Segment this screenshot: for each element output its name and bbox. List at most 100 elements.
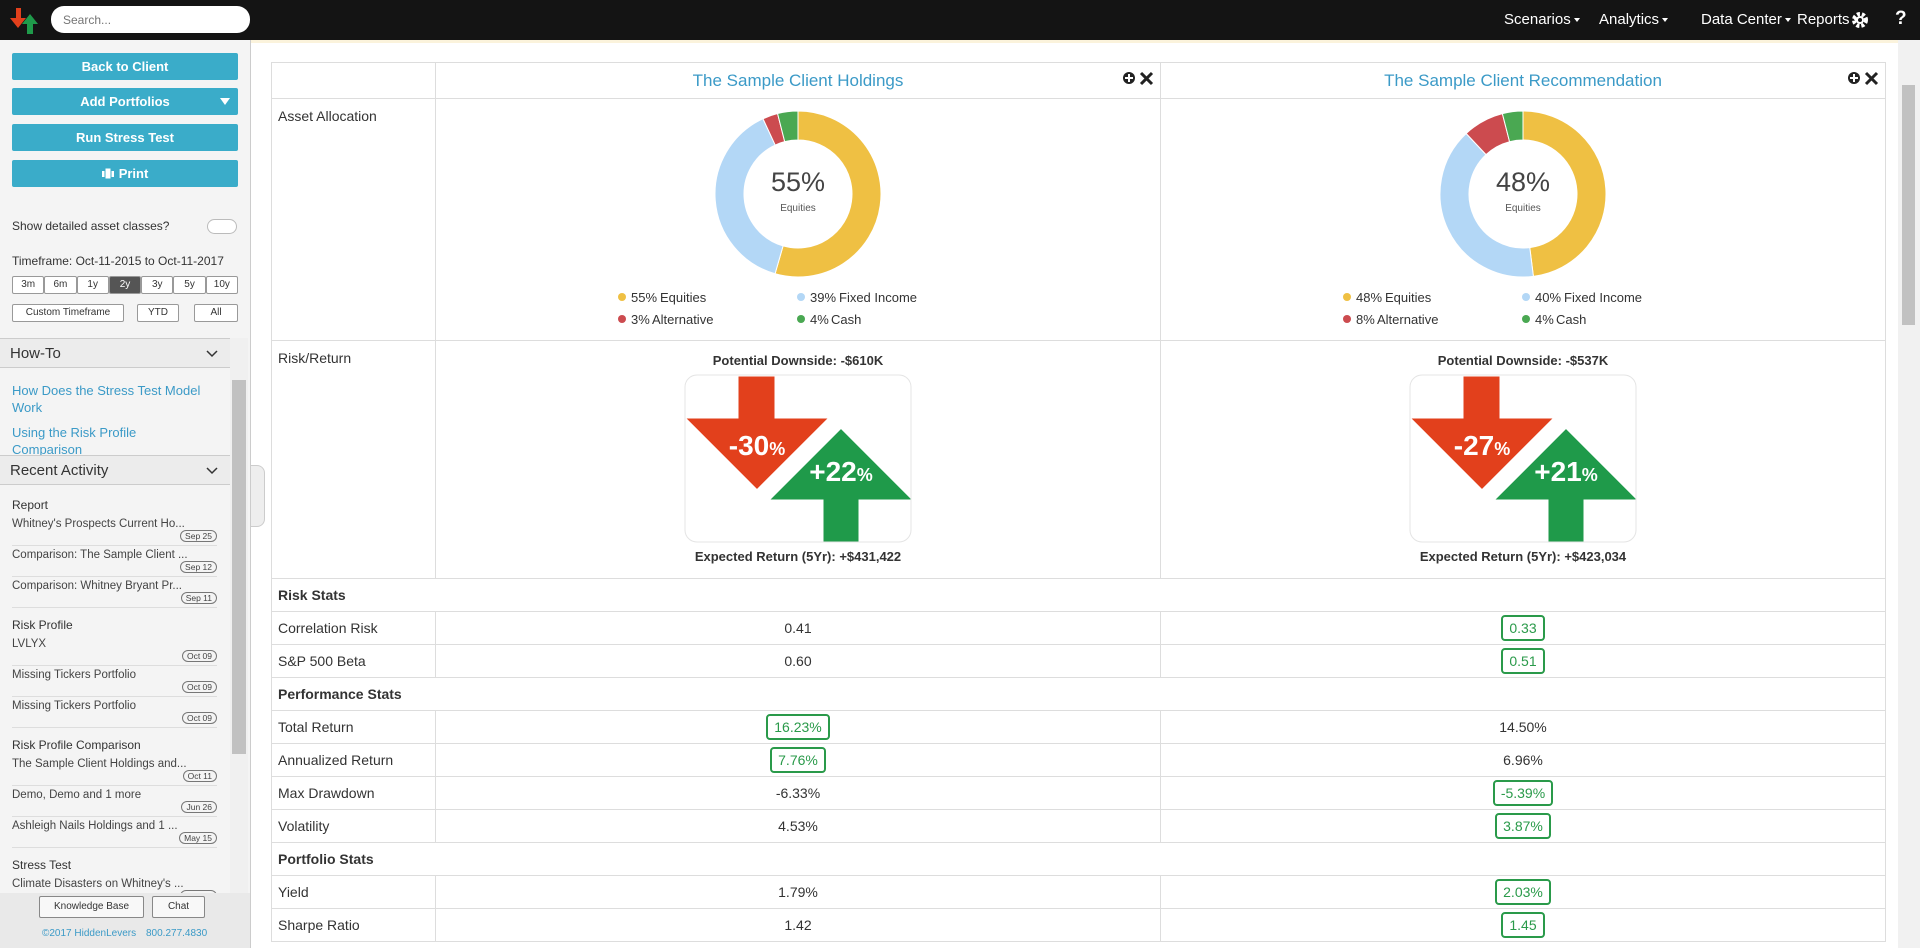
sidebar-button[interactable]: Add Portfolios — [12, 88, 238, 115]
row-label: Risk/Return — [271, 340, 436, 579]
activity-item[interactable]: Ashleigh Nails Holdings and 1 ... May 15 — [12, 820, 217, 848]
search-input[interactable] — [51, 6, 250, 33]
collapse-handle[interactable] — [251, 465, 265, 527]
stat-label: Volatility — [271, 809, 436, 843]
stat-label: Sharpe Ratio — [271, 908, 436, 942]
activity-item[interactable]: Comparison: Whitney Bryant Pr... Sep 11 — [12, 580, 217, 608]
stat-cell: 2.03% — [1160, 875, 1886, 909]
stat-value: -5.39% — [1492, 780, 1554, 806]
nav-menu[interactable]: Analytics — [1599, 11, 1669, 28]
column-actions[interactable] — [1847, 71, 1881, 87]
legend-dot — [1343, 293, 1351, 301]
legend-value: 48% — [1356, 290, 1382, 305]
range-button[interactable]: 1y — [76, 276, 109, 294]
stat-row: Sharpe Ratio 1.42 1.45 — [271, 908, 1886, 942]
stat-cell: 0.41 — [435, 611, 1161, 645]
donut-segment — [774, 110, 882, 278]
header-label: Recent Activity — [10, 462, 109, 479]
item-text: The Sample Client Holdings and... — [12, 758, 187, 770]
print-icon — [101, 167, 114, 180]
stat-label: Correlation Risk — [271, 611, 436, 645]
sidebar-button[interactable]: Print — [12, 160, 238, 187]
pct-sign: % — [857, 465, 873, 485]
legend-name: Alternative — [652, 312, 713, 327]
range-button[interactable]: All — [194, 304, 238, 322]
upside-pct: +22% — [809, 456, 873, 487]
stat-value: -6.33% — [775, 785, 821, 801]
stat-row: Max Drawdown -6.33% -5.39% — [271, 776, 1886, 810]
donut-segment — [1501, 110, 1524, 143]
nav-menu[interactable]: Reports — [1797, 11, 1859, 28]
main-content: The Sample Client Holdings The Sample Cli… — [251, 40, 1898, 948]
activity-item[interactable]: Comparison: The Sample Client ... Sep 12 — [12, 549, 217, 577]
section-header: How-To — [0, 338, 230, 368]
range-button[interactable]: Custom Timeframe — [12, 304, 124, 322]
legend-dot — [1343, 315, 1351, 323]
arrow-group — [685, 375, 911, 542]
range-button[interactable]: 2y — [108, 276, 142, 294]
help-link[interactable]: Using the Risk Profile Comparison — [12, 425, 137, 457]
range-button[interactable]: YTD — [137, 304, 179, 322]
risk-graphic: Potential Downside: -$610K-30%+22%Expect… — [684, 353, 912, 564]
toggle-label: Show detailed asset classes? — [12, 219, 170, 233]
range-button[interactable]: 3y — [141, 276, 174, 294]
sidebar-button[interactable]: Run Stress Test — [12, 124, 238, 151]
column-actions[interactable] — [1122, 71, 1156, 87]
scroll-thumb — [232, 380, 246, 754]
allocation-cell: 55% Equities 55% Equities 39% Fixed Income 3% A… — [435, 98, 1161, 341]
section-title: Risk Stats — [271, 578, 1886, 612]
stat-value: 0.41 — [784, 620, 812, 636]
date-badge: May 15 — [179, 832, 217, 844]
stat-value: 4.53% — [778, 818, 818, 834]
stat-cell: -6.33% — [435, 776, 1161, 810]
activity-item[interactable]: Demo, Demo and 1 more Jun 26 — [12, 789, 217, 817]
legend-name: Alternative — [1377, 312, 1438, 327]
section-title: Performance Stats — [271, 677, 1886, 711]
range-button[interactable]: 5y — [173, 276, 206, 294]
logo[interactable] — [10, 6, 38, 34]
copyright: ©2017 HiddenLevers — [42, 928, 137, 939]
activity-item[interactable]: LVLYX Oct 09 — [12, 638, 217, 666]
activity-item[interactable]: The Sample Client Holdings and... Oct 11 — [12, 758, 217, 786]
header-label: How-To — [10, 345, 61, 362]
nav-menu[interactable]: Data Center — [1701, 11, 1791, 28]
expected-return: Expected Return (5Yr): +$431,422 — [695, 549, 901, 564]
chevron — [206, 350, 218, 358]
legend-name: Equities — [660, 290, 707, 305]
stat-cell: -5.39% — [1160, 776, 1886, 810]
footer-button[interactable]: Chat — [152, 896, 205, 918]
legend-name: Fixed Income — [839, 290, 917, 305]
pct-sign: % — [1494, 439, 1510, 459]
timeframe: Timeframe: Oct-11-2015 to Oct-11-2017 — [12, 254, 224, 268]
allocation-cell: 48% Equities 48% Equities 40% Fixed Income 8% A… — [1160, 98, 1886, 341]
activity-item[interactable]: Climate Disasters on Whitney's ...Sep 25 — [12, 878, 217, 893]
stat-row: S&P 500 Beta 0.60 0.51 — [271, 644, 1886, 678]
scrollbar — [1898, 40, 1920, 948]
stat-row: Annualized Return 7.76% 6.96% — [271, 743, 1886, 777]
item-text: Demo, Demo and 1 more — [12, 789, 142, 801]
stat-label: S&P 500 Beta — [271, 644, 436, 678]
sidebar-button[interactable]: Back to Client — [12, 53, 238, 80]
activity-item[interactable]: Missing Tickers Portfolio Oct 09 — [12, 669, 217, 697]
help-link[interactable]: How Does the Stress Test Model Work — [12, 383, 201, 415]
footer-button[interactable]: Knowledge Base — [39, 896, 144, 918]
activity-item[interactable]: Missing Tickers Portfolio Oct 09 — [12, 700, 217, 728]
column-header: The Sample Client Holdings — [435, 62, 1161, 99]
pct-number: +22 — [809, 456, 857, 487]
graphic-frame — [684, 374, 912, 543]
activity-item[interactable]: Whitney's Prospects Current Ho... Sep 25 — [12, 518, 217, 546]
scroll-thumb[interactable] — [1902, 85, 1915, 325]
item-text: Missing Tickers Portfolio — [12, 669, 136, 681]
downside-label: Potential Downside: -$610K — [713, 353, 884, 368]
icon — [206, 467, 218, 475]
help[interactable]: ? — [1895, 8, 1907, 29]
toggle[interactable] — [207, 219, 237, 234]
range-button[interactable]: 3m — [12, 276, 45, 294]
range-button[interactable]: 6m — [44, 276, 77, 294]
downside-pct: -27% — [1454, 430, 1510, 461]
stat-row: Correlation Risk 0.41 0.33 — [271, 611, 1886, 645]
icon — [104, 167, 112, 180]
nav-menu[interactable]: Scenarios — [1504, 11, 1580, 28]
range-button[interactable]: 10y — [205, 276, 238, 294]
stat-cell: 16.23% — [435, 710, 1161, 744]
